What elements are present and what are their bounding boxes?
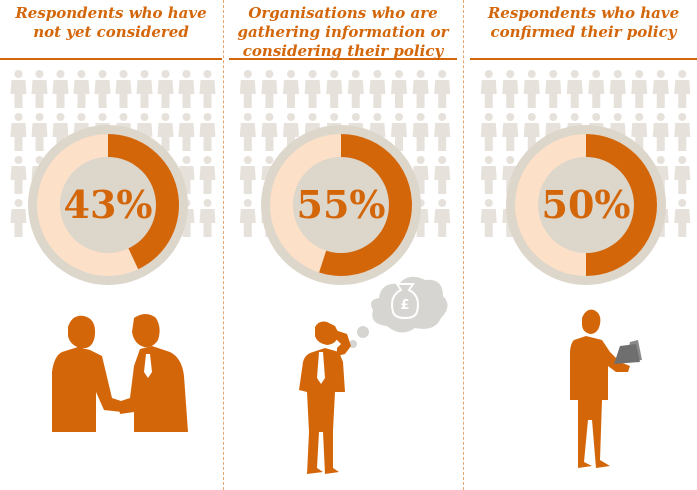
thought-bubble-icon: £	[349, 276, 448, 348]
panel-divider	[463, 0, 464, 490]
panel-title: Respondents who have confirmed their pol…	[487, 4, 680, 41]
crowd-person-icon	[239, 199, 256, 237]
panel-gathering-information: Organisations who are gathering informat…	[229, 0, 457, 490]
crowd-person-icon	[609, 70, 626, 108]
crowd-person-icon	[239, 156, 256, 194]
crowd-person-icon	[434, 70, 451, 108]
crowd-person-icon	[10, 199, 27, 237]
crowd-person-icon	[674, 70, 691, 108]
percentage-label: 43%	[64, 182, 153, 227]
handshake-icon	[52, 314, 188, 432]
donut-chart: 50%	[506, 125, 666, 285]
donut-chart: 43%	[28, 125, 188, 285]
donut-chart: 55%	[261, 125, 421, 285]
title-rule	[470, 58, 697, 60]
donut-center	[293, 157, 389, 253]
donut-center	[60, 157, 156, 253]
crowd-person-icon	[434, 199, 451, 237]
crowd-person-icon	[412, 70, 429, 108]
panel-title: Respondents who have not yet considered	[15, 4, 207, 41]
panel-title: Organisations who are gathering informat…	[237, 4, 449, 60]
crowd-person-icon	[261, 70, 278, 108]
chart-svg: 55% £	[239, 70, 451, 474]
chart-svg: 50%	[480, 70, 691, 468]
crowd-person-icon	[480, 199, 497, 237]
crowd-person-icon	[31, 70, 48, 108]
crowd-person-icon	[304, 70, 321, 108]
crowd-person-icon	[523, 70, 540, 108]
crowd-person-icon	[261, 113, 278, 151]
crowd-person-icon	[502, 70, 519, 108]
crowd-person-icon	[52, 70, 69, 108]
panel-not-considered: Respondents who have not yet considered …	[0, 0, 222, 490]
crowd-person-icon	[10, 156, 27, 194]
crowd-person-icon	[412, 113, 429, 151]
panel-confirmed-policy: Respondents who have confirmed their pol…	[470, 0, 697, 490]
crowd-person-icon	[73, 70, 90, 108]
crowd-person-icon	[480, 156, 497, 194]
crowd-person-icon	[674, 199, 691, 237]
crowd-person-icon	[391, 113, 407, 151]
crowd-person-icon	[199, 199, 216, 237]
crowd-person-icon	[502, 113, 519, 151]
donut-center	[538, 157, 634, 253]
panel-divider	[223, 0, 224, 490]
crowd-person-icon	[115, 70, 132, 108]
crowd-person-icon	[94, 70, 111, 108]
crowd-person-icon	[326, 70, 343, 108]
crowd-person-icon	[434, 113, 451, 151]
crowd-person-icon	[178, 70, 195, 108]
crowd-person-icon	[391, 70, 407, 108]
crowd-person-icon	[545, 70, 562, 108]
crowd-person-icon	[10, 113, 27, 151]
crowd-person-icon	[434, 156, 451, 194]
crowd-person-icon	[652, 113, 669, 151]
crowd-person-icon	[283, 70, 299, 108]
crowd-person-icon	[566, 70, 583, 108]
crowd-person-icon	[31, 113, 48, 151]
crowd-person-icon	[480, 113, 497, 151]
crowd-person-icon	[631, 70, 648, 108]
percentage-label: 55%	[297, 182, 386, 227]
crowd-person-icon	[199, 156, 216, 194]
crowd-person-icon	[347, 70, 364, 108]
chart-svg: 43%	[10, 70, 216, 432]
crowd-person-icon	[136, 70, 153, 108]
laptop-man-icon	[570, 309, 642, 468]
thinking-man-icon	[299, 321, 351, 474]
crowd-person-icon	[157, 70, 174, 108]
pound-symbol: £	[400, 298, 409, 313]
crowd-person-icon	[157, 113, 174, 151]
crowd-person-icon	[652, 70, 669, 108]
crowd-person-icon	[239, 70, 256, 108]
title-rule	[229, 58, 457, 60]
title-rule	[0, 58, 222, 60]
crowd-person-icon	[674, 113, 691, 151]
crowd-person-icon	[674, 156, 691, 194]
percentage-label: 50%	[542, 182, 631, 227]
crowd-person-icon	[10, 70, 27, 108]
crowd-person-icon	[588, 70, 605, 108]
crowd-person-icon	[480, 70, 497, 108]
crowd-person-icon	[239, 113, 256, 151]
crowd-person-icon	[199, 113, 216, 151]
crowd-person-icon	[178, 113, 195, 151]
crowd-person-icon	[369, 70, 386, 108]
crowd-person-icon	[199, 70, 216, 108]
